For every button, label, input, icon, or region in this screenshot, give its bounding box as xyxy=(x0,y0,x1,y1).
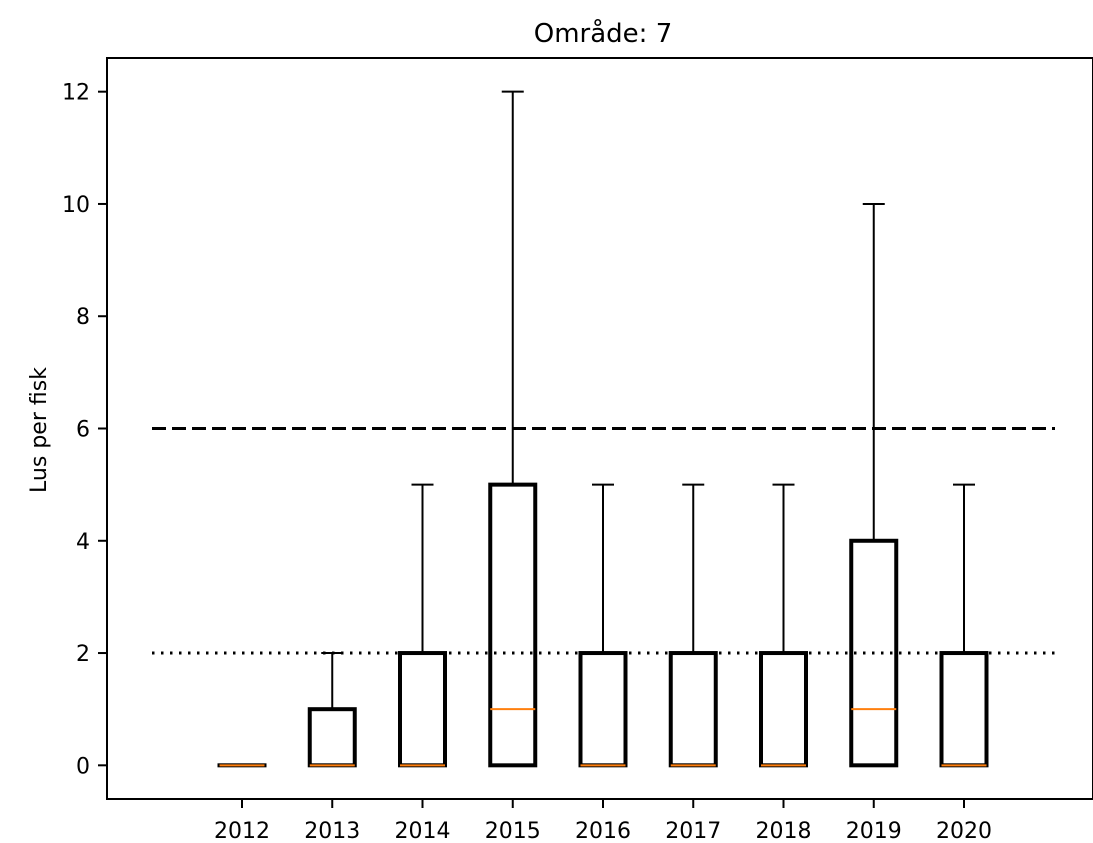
x-tick-label: 2014 xyxy=(395,819,451,843)
box-2016 xyxy=(578,483,628,768)
x-tick-label: 2012 xyxy=(214,819,270,843)
box-body xyxy=(759,651,808,768)
box-2015 xyxy=(488,90,538,768)
y-tick-label: 4 xyxy=(76,530,90,555)
box-body xyxy=(939,651,989,768)
y-tick-label: 6 xyxy=(76,418,90,443)
box-body xyxy=(849,538,899,768)
x-tick-label: 2018 xyxy=(756,819,812,843)
x-tick-label: 2013 xyxy=(304,819,360,843)
box-2014 xyxy=(398,483,447,768)
x-tick-label: 2016 xyxy=(575,819,631,843)
plot-area xyxy=(152,90,1055,768)
box-2020 xyxy=(939,483,989,768)
chart-title: Område: 7 xyxy=(534,18,672,49)
y-tick-label: 10 xyxy=(62,193,90,218)
y-tick-label: 0 xyxy=(76,754,90,779)
x-tick-label: 2015 xyxy=(485,819,541,843)
y-tick-label: 12 xyxy=(62,81,90,106)
x-tick-label: 2017 xyxy=(665,819,721,843)
y-tick-label: 2 xyxy=(76,642,90,667)
y-axis-label: Lus per fisk xyxy=(27,367,52,493)
box-body xyxy=(307,707,357,768)
box-body xyxy=(398,651,447,768)
x-tick-label: 2020 xyxy=(936,819,992,843)
box-2019 xyxy=(849,202,899,768)
box-2017 xyxy=(668,483,718,768)
y-tick-label: 8 xyxy=(76,305,90,330)
box-2013 xyxy=(307,652,357,768)
box-body xyxy=(578,651,628,768)
box-body xyxy=(668,651,718,768)
x-tick-label: 2019 xyxy=(846,819,902,843)
box-2018 xyxy=(759,483,808,768)
box-body xyxy=(488,482,538,768)
